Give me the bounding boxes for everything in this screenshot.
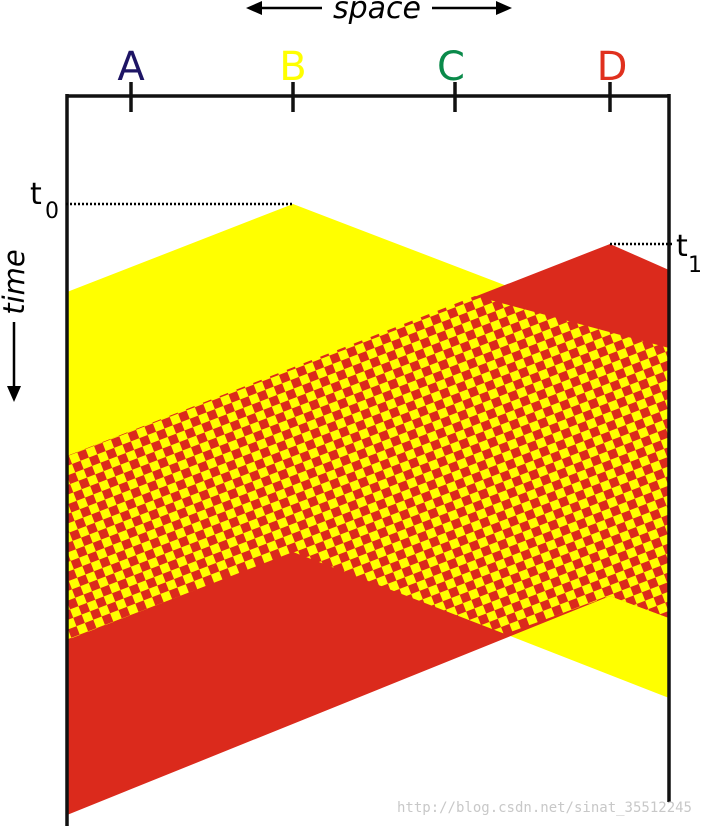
collision-overlap-region <box>67 296 669 640</box>
t1-subscript: 1 <box>688 253 702 278</box>
space-label: space <box>333 0 421 26</box>
bus-frame <box>65 82 671 826</box>
time-marker-t0: t 0 <box>30 177 293 224</box>
time-marker-t1: t 1 <box>610 229 702 278</box>
time-axis-indicator: time <box>0 249 31 402</box>
space-axis-indicator: space <box>246 0 512 26</box>
arrow-left-icon <box>246 1 262 15</box>
time-label: time <box>0 249 31 315</box>
t1-label: t <box>676 229 688 264</box>
arrow-down-icon <box>7 386 21 402</box>
signal-regions <box>67 204 669 815</box>
t0-label: t <box>30 177 42 212</box>
station-label-c: C <box>437 44 465 90</box>
arrow-right-icon <box>496 1 512 15</box>
station-label-d: D <box>597 44 628 90</box>
t0-subscript: 0 <box>45 199 59 224</box>
watermark-text: http://blog.csdn.net/sinat_35512245 <box>397 800 692 816</box>
